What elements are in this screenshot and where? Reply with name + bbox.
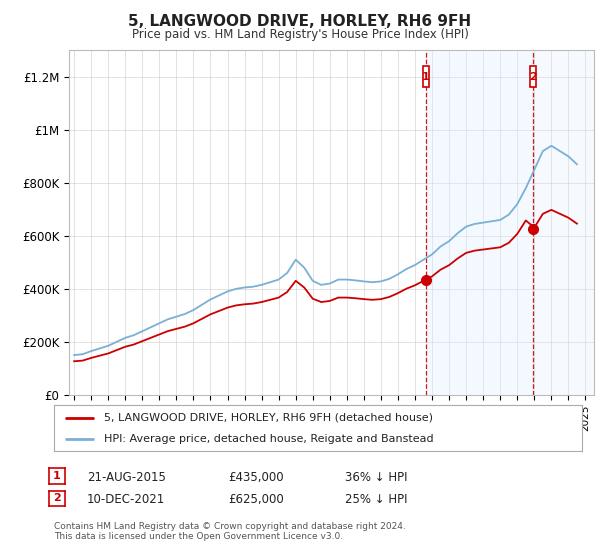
FancyBboxPatch shape (530, 66, 536, 87)
Text: HPI: Average price, detached house, Reigate and Banstead: HPI: Average price, detached house, Reig… (104, 435, 434, 444)
Text: £435,000: £435,000 (228, 470, 284, 484)
Text: Contains HM Land Registry data © Crown copyright and database right 2024.
This d: Contains HM Land Registry data © Crown c… (54, 522, 406, 542)
Text: 10-DEC-2021: 10-DEC-2021 (87, 493, 165, 506)
Text: 5, LANGWOOD DRIVE, HORLEY, RH6 9FH (detached house): 5, LANGWOOD DRIVE, HORLEY, RH6 9FH (deta… (104, 413, 433, 423)
Text: 36% ↓ HPI: 36% ↓ HPI (345, 470, 407, 484)
Text: 25% ↓ HPI: 25% ↓ HPI (345, 493, 407, 506)
Text: 21-AUG-2015: 21-AUG-2015 (87, 470, 166, 484)
Text: 5, LANGWOOD DRIVE, HORLEY, RH6 9FH: 5, LANGWOOD DRIVE, HORLEY, RH6 9FH (128, 14, 472, 29)
Bar (533, 50, 594, 395)
Text: £625,000: £625,000 (228, 493, 284, 506)
Text: 2: 2 (53, 493, 61, 503)
FancyBboxPatch shape (423, 66, 429, 87)
Text: Price paid vs. HM Land Registry's House Price Index (HPI): Price paid vs. HM Land Registry's House … (131, 28, 469, 41)
Bar (426, 50, 533, 395)
Text: 2: 2 (529, 72, 537, 82)
Text: 1: 1 (422, 72, 430, 82)
Text: 1: 1 (53, 471, 61, 481)
